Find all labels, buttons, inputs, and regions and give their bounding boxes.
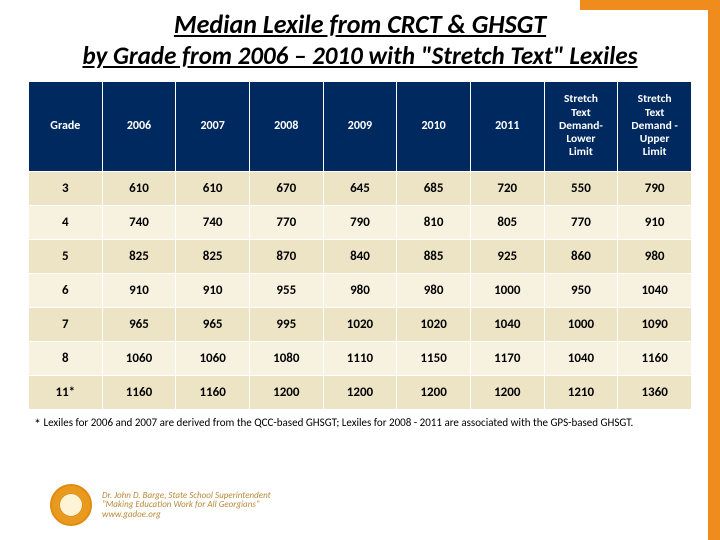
- table-cell: 1020: [397, 308, 471, 342]
- col-header: 2009: [323, 82, 397, 172]
- footnote-star: *: [34, 416, 41, 433]
- table-cell: 1150: [397, 342, 471, 376]
- table-cell: 790: [618, 172, 692, 206]
- col-header: 2007: [176, 82, 250, 172]
- table-cell: 965: [176, 308, 250, 342]
- table-row: 11*11601160120012001200120012101360: [29, 376, 692, 410]
- table-cell: 1110: [323, 342, 397, 376]
- table-cell: 1160: [102, 376, 176, 410]
- col-header: 2011: [470, 82, 544, 172]
- table-row: 4740740770790810805770910: [29, 206, 692, 240]
- table-cell: 3: [29, 172, 103, 206]
- table-head: Grade200620072008200920102011Stretch Tex…: [29, 82, 692, 172]
- table-body: 3610610670645685720550790474074077079081…: [29, 172, 692, 410]
- table-cell: 955: [249, 274, 323, 308]
- col-header: Stretch Text Demand- Lower Limit: [544, 82, 618, 172]
- col-header: 2006: [102, 82, 176, 172]
- col-header: Stretch Text Demand - Upper Limit: [618, 82, 692, 172]
- table-cell: 925: [470, 240, 544, 274]
- table-cell: 805: [470, 206, 544, 240]
- table-cell: 980: [323, 274, 397, 308]
- accent-right: [708, 0, 720, 540]
- table-cell: 770: [544, 206, 618, 240]
- footer-line3: www.gadoe.org: [102, 510, 271, 519]
- table-cell: 11*: [29, 376, 103, 410]
- table-cell: 1040: [470, 308, 544, 342]
- table-cell: 790: [323, 206, 397, 240]
- table-cell: 810: [397, 206, 471, 240]
- table-cell: 1170: [470, 342, 544, 376]
- table-cell: 670: [249, 172, 323, 206]
- table-cell: 825: [102, 240, 176, 274]
- seal-icon: [50, 484, 92, 526]
- table-cell: 1360: [618, 376, 692, 410]
- table-cell: 860: [544, 240, 618, 274]
- title-line2: by Grade from 2006 – 2010 with "Stretch …: [20, 40, 700, 71]
- table-cell: 6: [29, 274, 103, 308]
- table-cell: 1060: [176, 342, 250, 376]
- table-cell: 5: [29, 240, 103, 274]
- table-cell: 885: [397, 240, 471, 274]
- table-cell: 1200: [470, 376, 544, 410]
- table-cell: 610: [102, 172, 176, 206]
- table-container: Grade200620072008200920102011Stretch Tex…: [0, 81, 720, 410]
- table-cell: 610: [176, 172, 250, 206]
- table-cell: 950: [544, 274, 618, 308]
- col-header: Grade: [29, 82, 103, 172]
- table-cell: 770: [249, 206, 323, 240]
- footnote: * Lexiles for 2006 and 2007 are derived …: [0, 410, 720, 434]
- table-cell: 1000: [470, 274, 544, 308]
- table-cell: 965: [102, 308, 176, 342]
- table-cell: 740: [176, 206, 250, 240]
- table-cell: 910: [618, 206, 692, 240]
- table-cell: 8: [29, 342, 103, 376]
- table-cell: 720: [470, 172, 544, 206]
- table-cell: 1160: [176, 376, 250, 410]
- table-cell: 1210: [544, 376, 618, 410]
- table-cell: 870: [249, 240, 323, 274]
- table-cell: 1200: [397, 376, 471, 410]
- table-cell: 1040: [618, 274, 692, 308]
- table-cell: 1060: [102, 342, 176, 376]
- table-cell: 7: [29, 308, 103, 342]
- table-cell: 740: [102, 206, 176, 240]
- col-header: 2008: [249, 82, 323, 172]
- table-cell: 645: [323, 172, 397, 206]
- table-cell: 1090: [618, 308, 692, 342]
- footer-text: Dr. John D. Barge, State School Superint…: [102, 491, 271, 519]
- table-cell: 910: [176, 274, 250, 308]
- table-row: 796596599510201020104010001090: [29, 308, 692, 342]
- table-cell: 1080: [249, 342, 323, 376]
- table-cell: 1040: [544, 342, 618, 376]
- footnote-text: Lexiles for 2006 and 2007 are derived fr…: [41, 416, 633, 429]
- table-cell: 4: [29, 206, 103, 240]
- footer: Dr. John D. Barge, State School Superint…: [50, 484, 271, 526]
- table-cell: 1200: [323, 376, 397, 410]
- table-cell: 1200: [249, 376, 323, 410]
- table-cell: 825: [176, 240, 250, 274]
- table-cell: 995: [249, 308, 323, 342]
- title-block: Median Lexile from CRCT & GHSGT by Grade…: [0, 0, 720, 75]
- table-cell: 550: [544, 172, 618, 206]
- col-header: 2010: [397, 82, 471, 172]
- table-cell: 1000: [544, 308, 618, 342]
- table-row: 5825825870840885925860980: [29, 240, 692, 274]
- slide: { "title": { "line1": "Median Lexile fro…: [0, 0, 720, 540]
- table-cell: 980: [618, 240, 692, 274]
- table-row: 3610610670645685720550790: [29, 172, 692, 206]
- table-header-row: Grade200620072008200920102011Stretch Tex…: [29, 82, 692, 172]
- table-cell: 910: [102, 274, 176, 308]
- table-cell: 1160: [618, 342, 692, 376]
- table-row: 691091095598098010009501040: [29, 274, 692, 308]
- table-cell: 980: [397, 274, 471, 308]
- lexile-table: Grade200620072008200920102011Stretch Tex…: [28, 81, 692, 410]
- accent-top: [580, 0, 720, 10]
- title-line1: Median Lexile from CRCT & GHSGT: [20, 8, 700, 40]
- table-row: 810601060108011101150117010401160: [29, 342, 692, 376]
- table-cell: 685: [397, 172, 471, 206]
- table-cell: 1020: [323, 308, 397, 342]
- table-cell: 840: [323, 240, 397, 274]
